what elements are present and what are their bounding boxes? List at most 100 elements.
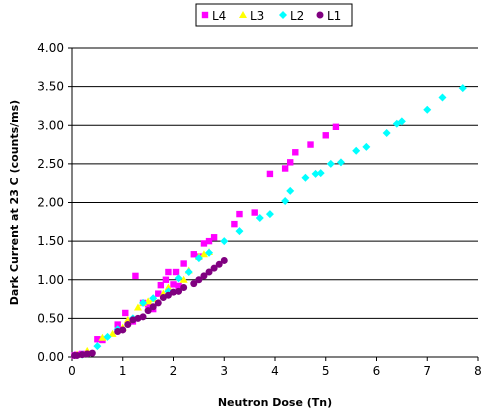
point-l1 [149, 303, 157, 311]
x-tick-label: 4 [271, 364, 279, 378]
x-tick-label: 2 [170, 364, 178, 378]
point-l3 [133, 303, 142, 311]
y-tick-label: 0.50 [37, 311, 64, 325]
point-l4 [332, 123, 340, 130]
point-l4 [322, 132, 329, 139]
point-l2 [326, 159, 335, 168]
point-l4 [281, 165, 289, 172]
grid-lines [72, 47, 478, 319]
y-tick-label: 0.00 [37, 350, 64, 364]
point-l2 [362, 142, 371, 151]
point-l2 [184, 268, 193, 277]
point-l1 [180, 283, 188, 291]
point-l2 [316, 169, 325, 178]
point-l3 [179, 275, 188, 283]
point-l2 [205, 248, 214, 257]
point-l1 [210, 264, 218, 272]
point-l2 [281, 196, 290, 205]
point-l4 [94, 336, 101, 343]
point-l4 [157, 281, 165, 289]
point-l3 [164, 283, 173, 291]
x-tick-label: 3 [220, 364, 228, 378]
legend-box [195, 3, 353, 27]
point-l2 [139, 298, 148, 307]
point-l1 [88, 349, 96, 357]
point-l2 [382, 128, 391, 137]
point-l3 [199, 250, 208, 258]
point-l4 [162, 276, 170, 283]
point-l1 [190, 280, 198, 288]
x-tick-label: 8 [474, 364, 482, 378]
x-axis-title: Neutron Dose (Tn) [218, 396, 332, 409]
point-l1 [175, 287, 183, 295]
point-l2 [286, 186, 295, 195]
legend-marker-l4 [201, 11, 209, 19]
point-l3 [98, 333, 107, 341]
point-l2 [301, 173, 310, 182]
point-l2 [397, 117, 406, 126]
point-l1 [200, 272, 208, 280]
point-l2 [194, 254, 203, 263]
point-l2 [149, 294, 158, 303]
point-l4 [122, 309, 129, 317]
y-axis-title: Dark Current at 23 C (counts/ms) [8, 100, 21, 305]
point-l1 [139, 313, 147, 321]
point-l4 [172, 268, 180, 276]
legend-marker-l2 [279, 11, 287, 19]
y-tick-label: 2.00 [37, 196, 64, 210]
point-l1 [220, 256, 228, 264]
point-l2 [265, 210, 274, 219]
legend-label-l4: L4 [212, 9, 226, 23]
point-l4 [292, 149, 299, 156]
legend-label-l2: L2 [290, 9, 304, 23]
point-l4 [200, 240, 208, 247]
point-l1 [154, 299, 162, 307]
x-tick-label: 7 [423, 364, 431, 378]
point-l2 [336, 158, 345, 167]
point-l4 [180, 260, 187, 267]
point-l1 [144, 307, 152, 315]
series-l2 [78, 84, 467, 359]
point-l4 [170, 281, 177, 288]
point-l4 [251, 209, 258, 216]
data-points [71, 84, 467, 359]
legend-marker-l1 [316, 11, 324, 19]
point-l4 [165, 268, 172, 276]
point-l4 [144, 301, 152, 308]
point-l4 [114, 321, 121, 328]
point-l2 [255, 213, 264, 222]
y-axis-ticks: 0.00 0.50 1.00 1.50 2.00 2.50 3.00 3.50 4.00 [37, 41, 72, 364]
point-l2 [458, 84, 467, 93]
point-l1 [205, 268, 213, 276]
point-l2 [220, 237, 229, 246]
point-l4 [132, 272, 139, 280]
y-tick-label: 1.00 [37, 273, 64, 287]
point-l4 [175, 282, 182, 290]
point-l1 [119, 326, 127, 334]
point-l2 [174, 274, 183, 283]
point-l3 [108, 329, 117, 337]
y-tick-label: 3.00 [37, 118, 64, 132]
x-tick-label: 6 [373, 364, 381, 378]
legend-label-l1: L1 [327, 9, 341, 23]
point-l4 [236, 210, 243, 218]
point-l4 [231, 220, 238, 228]
y-tick-label: 2.50 [37, 157, 64, 171]
legend-marker-l3 [239, 11, 247, 18]
x-tick-label: 5 [322, 364, 330, 378]
y-tick-label: 1.50 [37, 234, 64, 248]
y-tick-label: 4.00 [37, 41, 64, 55]
point-l4 [287, 159, 294, 166]
point-l1 [164, 291, 172, 299]
point-l4 [266, 170, 274, 178]
point-l2 [235, 227, 244, 236]
point-l1 [124, 321, 132, 329]
point-l4 [155, 290, 162, 297]
point-l4 [190, 251, 197, 258]
y-tick-label: 3.50 [37, 80, 64, 94]
point-l2 [423, 105, 432, 114]
x-tick-label: 1 [119, 364, 127, 378]
point-l4 [205, 237, 213, 245]
x-axis-ticks: 0 1 2 3 4 5 6 7 8 [68, 357, 482, 378]
